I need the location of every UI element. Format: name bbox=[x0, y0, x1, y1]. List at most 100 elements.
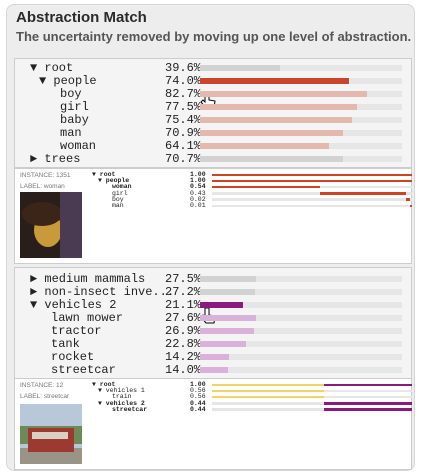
bar bbox=[200, 289, 255, 295]
bar bbox=[324, 408, 412, 411]
instance-row-label: train bbox=[112, 393, 132, 401]
instance-row-value: 0.01 bbox=[190, 202, 206, 209]
tree-label: tank bbox=[51, 337, 80, 351]
bar-track bbox=[200, 341, 402, 347]
instance-image bbox=[20, 192, 82, 258]
instance-row-value: 0.43 bbox=[190, 189, 206, 197]
tree-value: 14.2% bbox=[165, 350, 202, 364]
bar-track bbox=[212, 192, 412, 195]
tree-value: 27.5% bbox=[165, 272, 202, 286]
tree-label: baby bbox=[60, 113, 89, 127]
bar bbox=[200, 341, 247, 347]
title: Abstraction Match bbox=[16, 9, 147, 26]
tree-value: 14.0% bbox=[165, 363, 202, 377]
instance-id: INSTANCE: 1351 bbox=[20, 172, 71, 179]
instance-row-label: ▼ vehicles 1 bbox=[98, 387, 145, 395]
instance-row-label: woman bbox=[112, 183, 132, 191]
bar bbox=[200, 315, 256, 321]
tree-value: 70.7% bbox=[165, 152, 202, 166]
tree-value: 74.0% bbox=[165, 74, 202, 88]
bar bbox=[212, 173, 412, 176]
tree-label: ► trees bbox=[30, 152, 81, 166]
instance-row-value: 0.56 bbox=[190, 387, 206, 395]
bar-track bbox=[200, 315, 402, 321]
instance-row-label: ▼ people bbox=[98, 177, 130, 185]
bar bbox=[200, 91, 368, 97]
bar bbox=[212, 179, 412, 183]
bar-track bbox=[200, 276, 402, 282]
tree-label: streetcar bbox=[51, 363, 116, 377]
bar bbox=[200, 367, 229, 373]
tree-value: 22.8% bbox=[165, 337, 202, 351]
bar bbox=[200, 354, 229, 360]
instance-row-label: ▼ root bbox=[92, 381, 116, 388]
instance-label: LABEL: woman bbox=[20, 183, 65, 190]
tree-label: girl bbox=[60, 100, 89, 114]
instance-image bbox=[20, 404, 82, 464]
bar-track bbox=[212, 198, 412, 201]
bar bbox=[200, 78, 350, 84]
bar-track bbox=[200, 65, 402, 71]
subtitle: The uncertainty removed by moving up one… bbox=[16, 29, 412, 44]
bar-track bbox=[200, 289, 402, 295]
instance-row-value: 0.54 bbox=[190, 183, 206, 191]
tree-label: tractor bbox=[51, 324, 102, 338]
bar bbox=[410, 204, 412, 207]
tree-value: 39.6% bbox=[165, 61, 202, 75]
bar bbox=[200, 104, 357, 110]
bar bbox=[200, 130, 344, 136]
bar bbox=[324, 402, 412, 405]
instance-row-label: girl bbox=[112, 189, 128, 197]
tree-value: 82.7% bbox=[165, 87, 202, 101]
instance-row-value: 1.00 bbox=[190, 177, 206, 185]
bar bbox=[320, 192, 406, 195]
bar bbox=[212, 395, 324, 399]
tree-value: 21.1% bbox=[165, 298, 202, 312]
bar-track bbox=[212, 408, 412, 411]
bar-track bbox=[200, 302, 402, 308]
tree-label: lawn mower bbox=[51, 311, 124, 325]
bar bbox=[324, 383, 412, 386]
bar-track bbox=[200, 367, 402, 373]
bar-track bbox=[200, 328, 402, 334]
tree-label: boy bbox=[60, 87, 82, 101]
tree-value: 27.6% bbox=[165, 311, 202, 325]
tree-label: ▼ root bbox=[30, 61, 74, 75]
tree-value: 77.5% bbox=[165, 100, 202, 114]
tree-value: 64.1% bbox=[165, 139, 202, 153]
tree-label: rocket bbox=[51, 350, 95, 364]
tree-value: 70.9% bbox=[165, 126, 202, 140]
tree-value: 26.9% bbox=[165, 324, 202, 338]
bar-track bbox=[212, 402, 412, 405]
bar bbox=[200, 117, 353, 123]
instance-id: INSTANCE: 12 bbox=[20, 382, 64, 389]
bar bbox=[200, 156, 343, 162]
instance-label: LABEL: streetcar bbox=[20, 393, 70, 400]
bar bbox=[212, 383, 324, 386]
tree-label: woman bbox=[60, 139, 97, 153]
bar bbox=[200, 143, 330, 149]
instance-row-value: 1.00 bbox=[190, 381, 206, 388]
instance-row-value: 0.44 bbox=[190, 405, 206, 413]
instance-row-value: 0.44 bbox=[190, 399, 206, 407]
instance-row-label: ▼ root bbox=[92, 171, 116, 178]
instance-row-value: 0.56 bbox=[190, 393, 206, 401]
instance-row-label: streetcar bbox=[112, 405, 148, 413]
tree-label: ▼ people bbox=[39, 74, 97, 88]
bar bbox=[200, 302, 243, 308]
tree-label: ► non-insect inve... bbox=[30, 285, 175, 299]
instance-row-value: 1.00 bbox=[190, 171, 206, 178]
bar bbox=[200, 65, 280, 71]
bar bbox=[212, 185, 320, 189]
bar bbox=[200, 328, 255, 334]
tree-value: 75.4% bbox=[165, 113, 202, 127]
tree-label: man bbox=[60, 126, 82, 140]
instance-row-label: ▼ vehicles 2 bbox=[98, 399, 145, 407]
instance-row-value: 0.02 bbox=[190, 195, 206, 203]
bar bbox=[212, 389, 324, 393]
bar bbox=[406, 198, 410, 201]
bar bbox=[200, 276, 256, 282]
tree-label: ▼ vehicles 2 bbox=[30, 298, 117, 312]
bar-track bbox=[212, 204, 412, 207]
